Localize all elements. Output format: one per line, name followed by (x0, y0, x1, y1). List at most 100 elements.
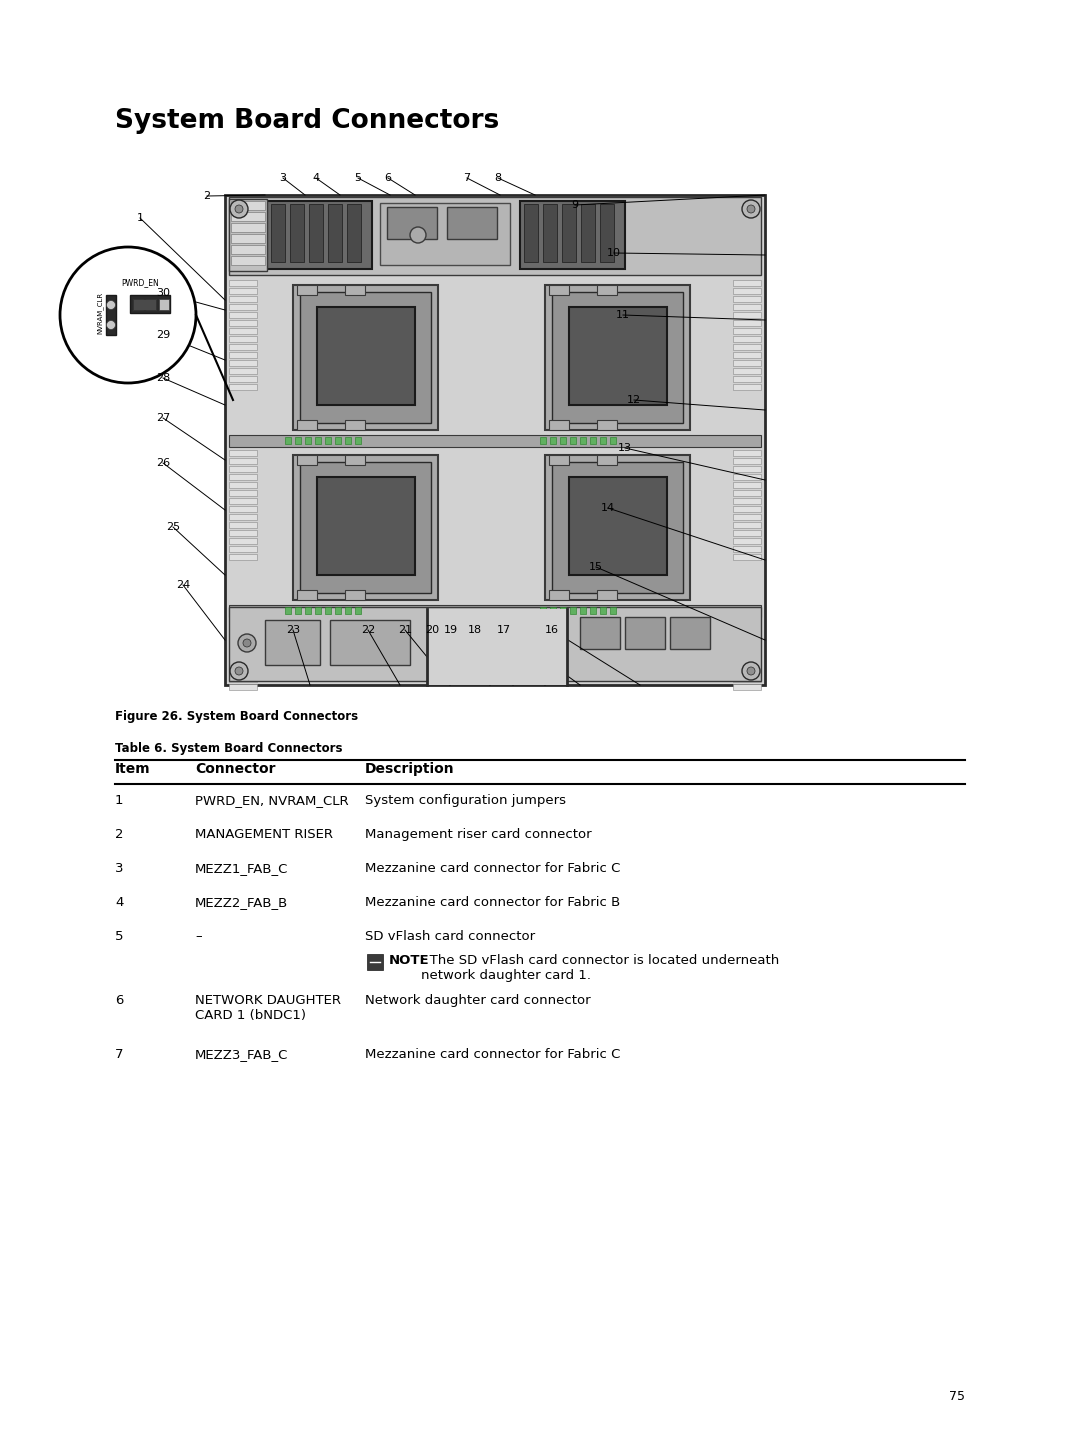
Bar (229, 513, 257, 521)
Bar (229, 450, 257, 456)
Text: 10: 10 (607, 248, 621, 258)
Circle shape (107, 301, 116, 310)
Text: 3: 3 (114, 862, 123, 875)
Text: 25: 25 (166, 522, 180, 532)
Circle shape (742, 663, 760, 680)
Circle shape (238, 634, 256, 652)
Text: 21: 21 (397, 625, 413, 635)
Bar (355, 437, 361, 445)
Bar (733, 295, 761, 303)
Bar (733, 369, 761, 374)
Bar (315, 607, 321, 614)
Bar (229, 199, 267, 271)
Text: 6: 6 (114, 994, 123, 1007)
Text: 12: 12 (626, 394, 642, 404)
Bar (229, 605, 761, 617)
Bar (569, 307, 667, 404)
Bar (733, 344, 761, 350)
Text: 9: 9 (571, 199, 579, 209)
Bar (285, 607, 291, 614)
Bar (733, 538, 761, 543)
Bar (600, 437, 606, 445)
Bar (580, 607, 586, 614)
Bar (229, 668, 257, 674)
Text: 24: 24 (176, 579, 190, 589)
Bar (229, 313, 257, 318)
Text: 14: 14 (600, 503, 616, 513)
Bar (229, 490, 257, 496)
Bar (733, 475, 761, 480)
Bar (543, 204, 557, 262)
Bar (733, 304, 761, 310)
Bar (597, 455, 617, 465)
Bar (345, 420, 365, 430)
Bar (733, 637, 761, 642)
Bar (229, 684, 257, 690)
Bar (231, 245, 265, 254)
Bar (733, 384, 761, 390)
Text: 5: 5 (114, 931, 123, 944)
Bar (335, 437, 341, 445)
Bar (447, 206, 497, 239)
Text: 3: 3 (280, 174, 286, 184)
Text: : The SD vFlash card connector is located underneath
network daughter card 1.: : The SD vFlash card connector is locate… (421, 954, 780, 982)
Bar (733, 336, 761, 341)
Text: MEZZ3_FAB_C: MEZZ3_FAB_C (195, 1048, 288, 1061)
Bar (325, 437, 330, 445)
Text: System configuration jumpers: System configuration jumpers (365, 794, 566, 807)
Bar (540, 607, 546, 614)
Text: 8: 8 (495, 174, 501, 184)
Text: 30: 30 (156, 288, 170, 298)
Bar (229, 328, 257, 334)
Bar (229, 295, 257, 303)
Bar (561, 607, 566, 614)
Bar (130, 295, 170, 313)
Bar (300, 293, 431, 423)
Text: –: – (195, 931, 202, 944)
Bar (231, 212, 265, 221)
Bar (580, 437, 586, 445)
Bar (345, 607, 351, 614)
Bar (159, 300, 168, 310)
Text: Description: Description (365, 761, 455, 776)
Bar (293, 455, 438, 599)
Text: Connector: Connector (195, 761, 275, 776)
Bar (229, 554, 257, 561)
Bar (625, 617, 665, 650)
Circle shape (742, 199, 760, 218)
Bar (733, 288, 761, 294)
Bar (229, 607, 761, 681)
Bar (561, 437, 566, 445)
Bar (545, 285, 690, 430)
Bar (733, 660, 761, 665)
Text: 2: 2 (114, 827, 123, 840)
Text: 29: 29 (156, 330, 171, 340)
Bar (293, 285, 438, 430)
Bar (670, 617, 710, 650)
Bar (524, 204, 538, 262)
Bar (733, 675, 761, 683)
Text: NVRAM_CLR: NVRAM_CLR (96, 293, 104, 334)
Bar (387, 206, 437, 239)
Bar (229, 344, 257, 350)
Circle shape (107, 321, 116, 330)
Bar (229, 288, 257, 294)
Bar (297, 285, 318, 295)
Bar (146, 300, 156, 310)
Bar (345, 589, 365, 599)
Text: 4: 4 (114, 896, 123, 909)
Bar (229, 369, 257, 374)
Bar (733, 531, 761, 536)
Text: 6: 6 (384, 174, 391, 184)
Bar (733, 351, 761, 358)
Bar (335, 607, 341, 614)
Bar (229, 637, 257, 642)
Bar (229, 196, 761, 275)
Text: Item: Item (114, 761, 150, 776)
Bar (229, 619, 257, 627)
Bar (345, 285, 365, 295)
Text: Mezzanine card connector for Fabric C: Mezzanine card connector for Fabric C (365, 1048, 620, 1061)
Bar (562, 204, 576, 262)
Bar (355, 607, 361, 614)
Bar (733, 546, 761, 552)
